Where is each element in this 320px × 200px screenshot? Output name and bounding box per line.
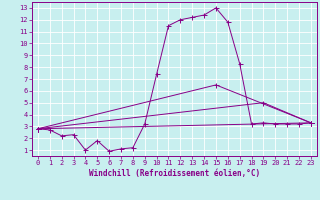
- X-axis label: Windchill (Refroidissement éolien,°C): Windchill (Refroidissement éolien,°C): [89, 169, 260, 178]
